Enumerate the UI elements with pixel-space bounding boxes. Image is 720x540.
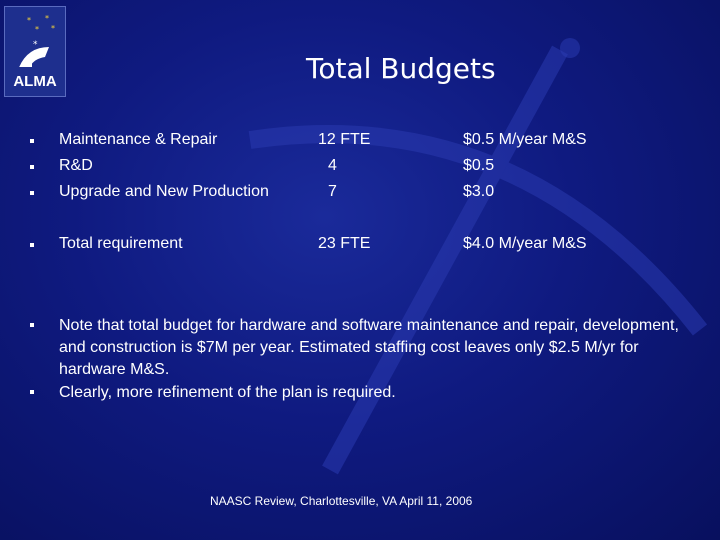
note-paragraph: Note that total budget for hardware and … xyxy=(59,317,679,378)
note-paragraph: Clearly, more refinement of the plan is … xyxy=(59,384,396,401)
row-fte: 4 xyxy=(328,157,337,174)
bullet-icon xyxy=(30,191,34,195)
total-label: Total requirement xyxy=(59,235,183,252)
svg-text:*: * xyxy=(27,16,31,25)
alma-logo: * * * * * ALMA xyxy=(4,6,66,97)
bullet-icon xyxy=(30,390,34,394)
row-fte: 12 FTE xyxy=(318,131,371,148)
svg-text:*: * xyxy=(35,25,39,34)
svg-text:*: * xyxy=(51,24,55,33)
budget-row: R&D 4 $0.5 xyxy=(0,157,720,181)
page-title: Total Budgets xyxy=(306,52,496,85)
star-constellation-icon: * * * * * xyxy=(17,14,55,73)
bullet-icon xyxy=(30,323,34,327)
budget-row: Upgrade and New Production 7 $3.0 xyxy=(0,183,720,207)
footer-text: NAASC Review, Charlottesville, VA April … xyxy=(210,494,473,508)
total-row: Total requirement 23 FTE $4.0 M/year M&S xyxy=(0,235,720,259)
bullet-icon xyxy=(30,139,34,143)
bullet-icon xyxy=(30,243,34,247)
total-fte: 23 FTE xyxy=(318,235,371,252)
row-label: Upgrade and New Production xyxy=(59,183,269,200)
bullet-icon xyxy=(30,165,34,169)
budget-row: Maintenance & Repair 12 FTE $0.5 M/year … xyxy=(0,131,720,155)
row-cost: $0.5 xyxy=(463,157,495,174)
svg-text:*: * xyxy=(33,40,38,50)
row-fte: 7 xyxy=(328,183,337,200)
row-cost: $0.5 M/year M&S xyxy=(463,131,587,148)
svg-text:*: * xyxy=(45,14,49,23)
row-cost: $3.0 xyxy=(463,183,495,200)
row-label: R&D xyxy=(59,157,93,174)
total-cost: $4.0 M/year M&S xyxy=(463,235,587,252)
row-label: Maintenance & Repair xyxy=(59,131,218,148)
logo-text: ALMA xyxy=(13,73,57,90)
